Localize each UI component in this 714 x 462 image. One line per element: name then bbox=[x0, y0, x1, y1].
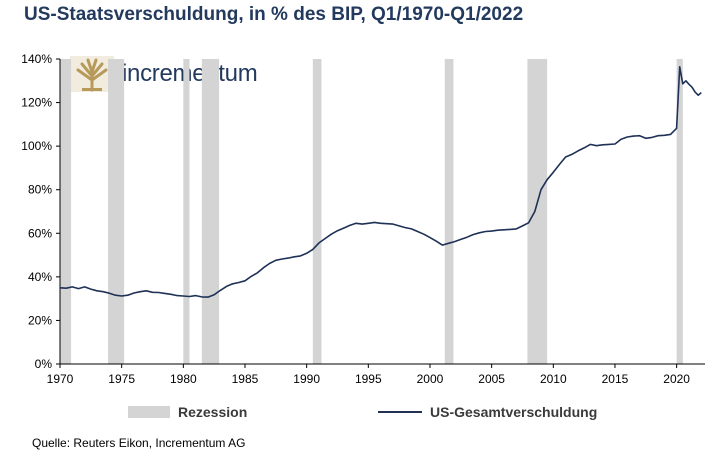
x-tick-label: 2010 bbox=[540, 372, 567, 386]
x-tick-label: 2020 bbox=[663, 372, 690, 386]
recession-bar bbox=[444, 59, 454, 364]
recession-bar bbox=[312, 59, 322, 364]
legend-item-series: US-Gesamtverschuldung bbox=[378, 404, 597, 420]
x-tick-label: 1990 bbox=[293, 372, 320, 386]
recession-bar bbox=[527, 59, 548, 364]
recession-bar bbox=[183, 59, 190, 364]
recession-bar bbox=[60, 59, 72, 364]
y-tick-label: 140% bbox=[21, 52, 52, 66]
logo-text: incrementum bbox=[122, 60, 258, 87]
tree-icon bbox=[70, 56, 114, 92]
legend-label-recession: Rezession bbox=[178, 404, 248, 420]
recession-bar bbox=[201, 59, 220, 364]
legend-swatch-recession bbox=[128, 406, 170, 418]
y-tick-label: 60% bbox=[28, 226, 52, 240]
x-tick-label: 2000 bbox=[417, 372, 444, 386]
x-tick-label: 2005 bbox=[478, 372, 505, 386]
source-note: Quelle: Reuters Eikon, Incrementum AG bbox=[32, 436, 246, 450]
x-tick-label: 1970 bbox=[47, 372, 74, 386]
legend-label-series: US-Gesamtverschuldung bbox=[430, 404, 598, 420]
series-line-us-gesamtverschuldung bbox=[59, 66, 702, 298]
chart: 0% 20% 40% 60% 80% 100% 120% 140% 1970 1975 1980 19… bbox=[21, 52, 705, 386]
recession-bar bbox=[676, 59, 683, 364]
y-tick-label: 20% bbox=[28, 313, 52, 327]
y-tick-label: 120% bbox=[21, 96, 52, 110]
y-tick-label: 80% bbox=[28, 183, 52, 197]
x-tick-label: 1995 bbox=[355, 372, 382, 386]
x-tick-label: 1980 bbox=[170, 372, 197, 386]
y-tick-label: 40% bbox=[28, 270, 52, 284]
x-tick-label: 2015 bbox=[602, 372, 629, 386]
logo: incrementum bbox=[70, 56, 258, 92]
y-tick-label: 100% bbox=[21, 139, 52, 153]
legend-swatch-series bbox=[378, 411, 422, 413]
x-tick-label: 1985 bbox=[232, 372, 259, 386]
y-tick-label: 0% bbox=[35, 357, 53, 371]
chart-title: US-Staatsverschuldung, in % des BIP, Q1/… bbox=[24, 4, 524, 25]
recession-bar bbox=[108, 59, 125, 364]
x-tick-label: 1975 bbox=[108, 372, 135, 386]
legend-item-recession: Rezession bbox=[128, 404, 247, 420]
